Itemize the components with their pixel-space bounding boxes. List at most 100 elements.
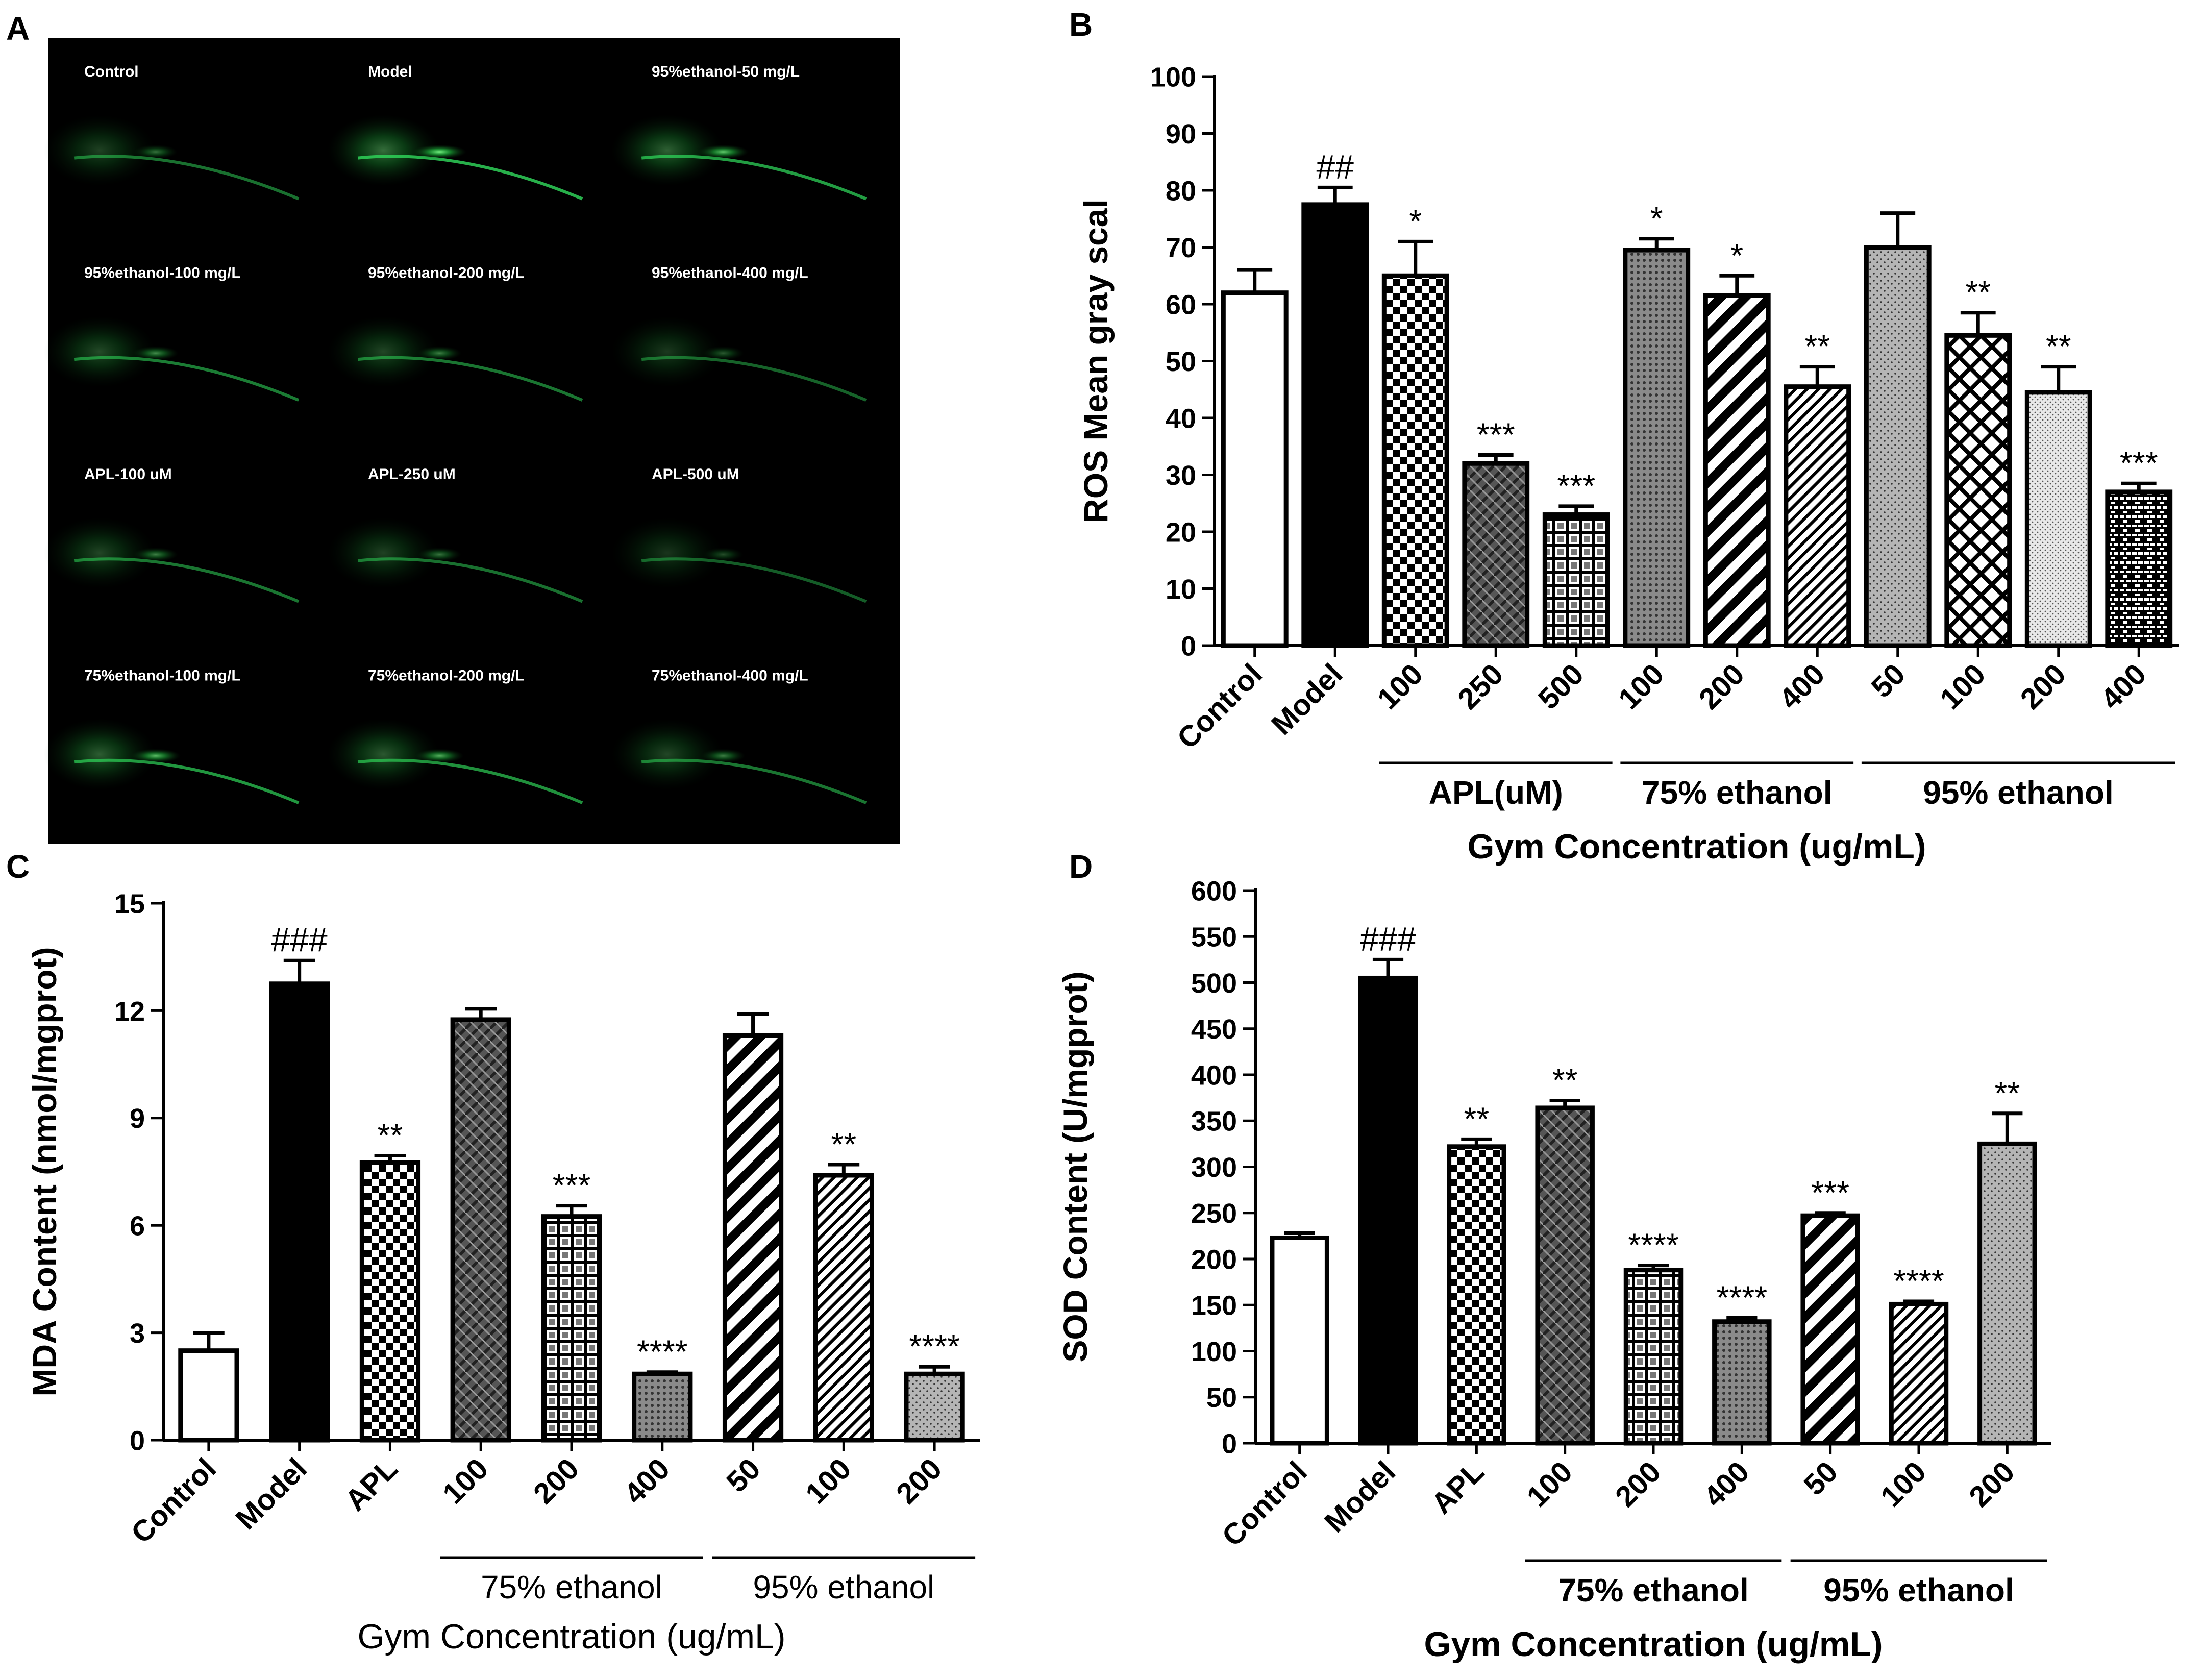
panel-label-c: C [6,848,30,885]
y-tick-label: 20 [1166,517,1196,548]
x-tick-label: 400 [2094,657,2152,715]
bar [1270,1235,1329,1446]
y-axis-title: MDA Content (nmol/mgprot) [26,947,63,1396]
bar [1889,1301,1949,1446]
image-label: 75%ethanol-100 mg/L [84,668,241,684]
sod-chart: 0 50 100 150 200 250 300 350 400 450 500 550 600 SOD … [1056,876,2051,1664]
significance-mark: *** [1477,416,1515,453]
fluorescence-spot [133,547,179,562]
y-tick-label: 40 [1166,403,1196,434]
x-tick-label: 400 [1773,657,1831,715]
y-tick-label: 9 [130,1103,145,1134]
significance-mark: ## [1317,147,1354,185]
x-tick-label: 250 [1451,657,1509,715]
fluorescence-image-tile: 95%ethanol-100 mg/L [43,265,300,402]
y-tick-label: 450 [1191,1014,1237,1045]
image-label: APL-250 uM [368,466,456,483]
group-label: 75% ethanol [481,1569,662,1605]
y-tick-label: 0 [1181,631,1196,661]
significance-mark: * [1650,200,1663,237]
x-axis-title: Gym Concentration (ug/mL) [1424,1625,1883,1664]
x-tick-label: Control [125,1452,222,1550]
y-tick-label: 12 [114,996,145,1027]
bar [1542,512,1610,648]
x-tick-label: 100 [1520,1455,1578,1513]
bar [813,1173,874,1443]
x-tick-label: 400 [1697,1455,1755,1513]
x-axis-title: Gym Concentration (ug/mL) [358,1617,786,1656]
bar [269,981,330,1443]
image-label: Model [368,63,412,80]
fluorescence-spot [415,749,464,763]
significance-mark: ** [831,1126,856,1163]
y-axis-title: ROS Mean gray scal [1077,199,1115,523]
larva-body-glow [357,155,583,201]
y-tick-label: 400 [1191,1060,1237,1091]
image-label: 95%ethanol-50 mg/L [652,63,800,80]
x-tick-label: 200 [1693,657,1751,715]
x-tick-label: 100 [799,1452,857,1510]
significance-mark: ### [1360,920,1416,957]
x-tick-label: 100 [1612,657,1670,715]
x-tick-label: 200 [527,1452,585,1510]
significance-mark: *** [2120,444,2158,481]
significance-mark: ** [1804,328,1830,365]
fluorescence-image-grid: Control Model 95%ethanol-50 mg/L 95%ethanol… [43,38,900,844]
significance-mark: *** [1811,1174,1849,1211]
bar [1800,1213,1860,1446]
fluorescence-image-tile: 75%ethanol-100 mg/L [43,668,300,804]
bar [2024,390,2092,648]
significance-mark: *** [1557,467,1595,504]
fluorescence-image-tile: 75%ethanol-200 mg/L [327,668,583,804]
group-label: 95% ethanol [1823,1572,2014,1609]
larva-body-glow [641,155,867,201]
y-tick-label: 100 [1150,62,1196,92]
x-tick-label: APL [339,1452,404,1517]
ros-chart: 0 10 20 30 40 50 60 70 80 90 100 ROS Mean gray scal… [1077,62,2179,866]
bar [1784,384,1851,648]
fluorescence-spot [702,346,745,361]
bar [1864,245,1932,648]
significance-mark: **** [1628,1227,1679,1264]
larva-body-glow [357,758,583,804]
y-tick-label: 250 [1191,1198,1237,1229]
y-tick-label: 0 [130,1425,145,1456]
fluorescence-image-tile: 95%ethanol-200 mg/L [327,265,583,402]
significance-mark: **** [1717,1279,1768,1316]
y-tick-label: 6 [130,1211,145,1242]
y-tick-label: 10 [1166,574,1196,605]
significance-mark: ** [1464,1100,1489,1137]
significance-mark: ** [378,1117,403,1153]
image-label: APL-100 uM [84,466,172,483]
y-tick-label: 50 [1166,347,1196,377]
fluorescence-image-tile: 95%ethanol-50 mg/L [611,63,867,201]
y-tick-label: 200 [1191,1244,1237,1275]
image-label: 95%ethanol-200 mg/L [368,265,525,282]
fluorescence-spot [417,547,462,562]
image-label: 75%ethanol-200 mg/L [368,668,525,684]
bar [1358,975,1418,1446]
y-tick-label: 50 [1206,1382,1237,1413]
x-tick-label: Model [1318,1455,1402,1539]
image-label: APL-500 uM [652,466,739,483]
y-tick-label: 500 [1191,968,1237,999]
bar [904,1371,965,1443]
fluorescence-image-tile: APL-500 uM [611,466,867,603]
bar [1703,293,1771,648]
larva-body-glow [73,758,300,804]
bar [1712,1319,1772,1446]
panel-label-a: A [6,10,30,47]
significance-mark: *** [553,1167,591,1204]
larva-head-glow [611,316,724,388]
larva-head-glow [43,517,156,589]
x-tick-label: 100 [436,1452,494,1510]
image-label: 95%ethanol-100 mg/L [84,265,241,282]
panel-label-b: B [1069,6,1093,43]
image-label: 95%ethanol-400 mg/L [652,265,808,282]
x-tick-label: Model [1265,657,1349,741]
x-tick-label: 100 [1371,657,1429,715]
x-tick-label: Control [1171,657,1269,755]
y-tick-label: 600 [1191,876,1237,906]
y-axis-title: SOD Content (U/mgprot) [1056,971,1094,1362]
y-tick-label: 350 [1191,1106,1237,1137]
